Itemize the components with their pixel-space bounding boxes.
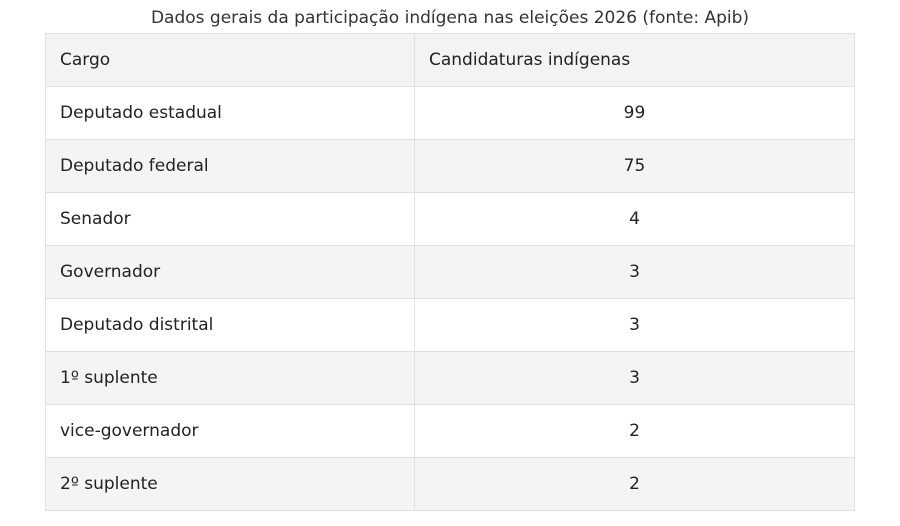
count-cell: 75 [414,139,855,193]
header-cell: Cargo [45,33,415,87]
cargo-cell: Deputado federal [45,139,415,193]
table-row: vice-governador 2 [45,404,855,458]
count-cell: 2 [414,404,855,458]
cargo-cell: Governador [45,245,415,299]
count-cell: 4 [414,192,855,246]
data-table: Cargo Candidaturas indígenas Deputado es… [45,33,855,511]
header-cell: Candidaturas indígenas [414,33,855,87]
count-cell: 2 [414,457,855,511]
table-row: Governador 3 [45,245,855,299]
table-row: Deputado estadual 99 [45,86,855,140]
count-cell: 99 [414,86,855,140]
cargo-cell: vice-governador [45,404,415,458]
table-row: Deputado distrital 3 [45,298,855,352]
cargo-cell: Deputado estadual [45,86,415,140]
cargo-cell: 1º suplente [45,351,415,405]
header-row: Cargo Candidaturas indígenas [45,33,855,87]
count-cell: 3 [414,298,855,352]
table-row: Deputado federal 75 [45,139,855,193]
cargo-cell: Deputado distrital [45,298,415,352]
table-title: Dados gerais da participação indígena na… [150,8,750,28]
table-row: 1º suplente 3 [45,351,855,405]
cargo-cell: Senador [45,192,415,246]
table-head: Cargo Candidaturas indígenas [45,33,855,87]
count-cell: 3 [414,245,855,299]
table-row: 2º suplente 2 [45,457,855,511]
cargo-cell: 2º suplente [45,457,415,511]
table-body: Deputado estadual 99 Deputado federal 75 Sen… [45,86,855,511]
table-row: Senador 4 [45,192,855,246]
count-cell: 3 [414,351,855,405]
